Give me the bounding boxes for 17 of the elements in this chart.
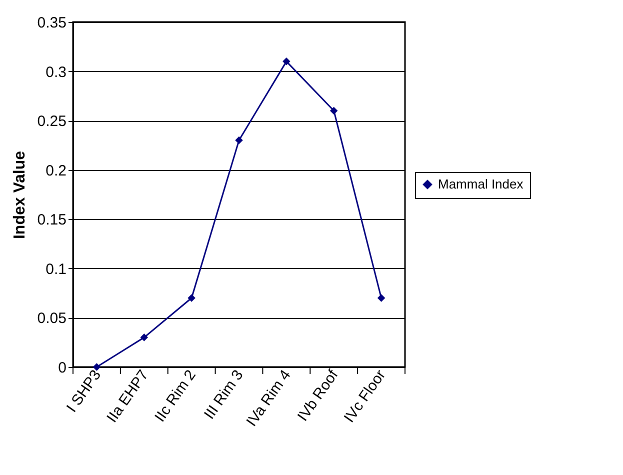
y-tick-label: 0.35 bbox=[37, 14, 66, 32]
y-tick-label: 0.15 bbox=[37, 212, 66, 229]
y-tick-label: 0.1 bbox=[46, 260, 66, 278]
legend-label: Mammal Index bbox=[438, 176, 524, 192]
y-tick-label: 0.05 bbox=[37, 310, 66, 328]
y-tick-label: 0.2 bbox=[46, 162, 66, 180]
point bbox=[330, 106, 338, 115]
x-tick-label: IIc Rim 2 bbox=[152, 366, 200, 426]
point bbox=[282, 58, 290, 66]
point bbox=[188, 294, 196, 302]
y-tick-label: 0.25 bbox=[37, 113, 66, 130]
point bbox=[235, 136, 243, 144]
point bbox=[377, 294, 386, 302]
point bbox=[140, 334, 148, 342]
y-tick-label: 0 bbox=[58, 360, 66, 376]
y-tick-label: 0.3 bbox=[46, 64, 66, 81]
y-axis-title: Index Value bbox=[11, 150, 28, 240]
